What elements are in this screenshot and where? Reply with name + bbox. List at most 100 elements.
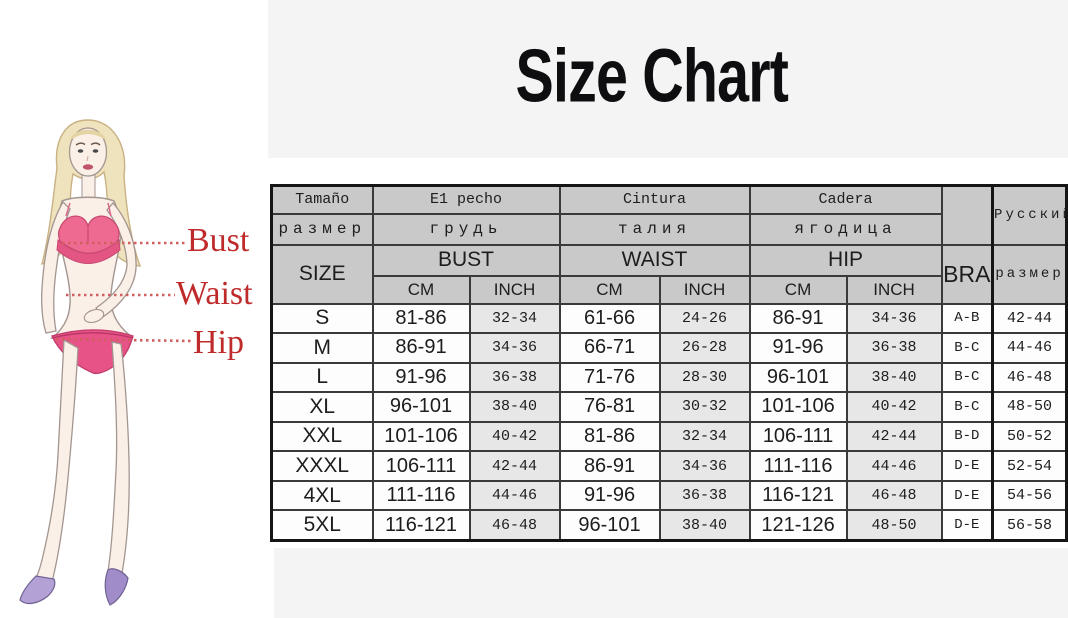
cell-russian-size: 42-44 — [991, 302, 1068, 335]
size-table: Tamaño E1 pecho Cintura Cadera Русский р… — [270, 184, 1068, 542]
cell-size: XL — [270, 391, 374, 423]
cell-bust-inch: 38-40 — [468, 391, 561, 423]
table-row: 4XL 111-116 44-46 91-96 36-38 116-121 46… — [270, 479, 1068, 512]
header-russkiy: Русский — [991, 184, 1068, 246]
cell-hip-cm: 91-96 — [748, 332, 848, 364]
table-row: M 86-91 34-36 66-71 26-28 91-96 36-38 B-… — [270, 332, 1068, 364]
cell-bra: D-E — [940, 509, 994, 542]
header-cadera: Cadera — [748, 184, 943, 215]
table-row: L 91-96 36-38 71-76 28-30 96-101 38-40 B… — [270, 361, 1068, 394]
cell-waist-inch: 26-28 — [658, 332, 751, 364]
table-row: XXXL 106-111 42-44 86-91 34-36 111-116 4… — [270, 450, 1068, 482]
cell-bust-cm: 96-101 — [371, 391, 471, 423]
bikini-top-band — [56, 238, 121, 264]
header-waist-inch: INCH — [658, 274, 751, 305]
cell-size: XXL — [270, 420, 374, 453]
cell-bust-inch: 34-36 — [468, 332, 561, 364]
cell-waist-cm: 81-86 — [558, 420, 661, 453]
cell-hip-cm: 111-116 — [748, 450, 848, 482]
header-grud: грудь — [371, 212, 561, 246]
table-row: XXL 101-106 40-42 81-86 32-34 106-111 42… — [270, 420, 1068, 453]
cell-bra: B-C — [940, 391, 994, 423]
cell-hip-cm: 101-106 — [748, 391, 848, 423]
cell-waist-cm: 76-81 — [558, 391, 661, 423]
header-razmer-ru: размер — [270, 212, 374, 246]
header-hip-inch: INCH — [845, 274, 943, 305]
cell-bust-cm: 111-116 — [371, 479, 471, 512]
hair-fringe — [70, 129, 106, 141]
cell-russian-size: 54-56 — [991, 479, 1068, 512]
cell-bra: B-D — [940, 420, 994, 453]
lips — [82, 164, 94, 170]
nose — [86, 155, 89, 162]
cell-size: S — [270, 302, 374, 335]
table-row: 5XL 116-121 46-48 96-101 38-40 121-126 4… — [270, 509, 1068, 542]
cell-bust-inch: 46-48 — [468, 509, 561, 542]
cell-size: M — [270, 332, 374, 364]
hip-label: Hip — [193, 324, 244, 361]
cell-russian-size: 50-52 — [991, 420, 1068, 453]
cell-hip-inch: 38-40 — [845, 361, 943, 394]
waist-label: Waist — [176, 275, 253, 312]
cell-waist-inch: 30-32 — [658, 391, 751, 423]
header-razmer-col: размер — [991, 243, 1068, 305]
bottom-band — [274, 548, 1068, 618]
cell-waist-cm: 66-71 — [558, 332, 661, 364]
cell-waist-cm: 86-91 — [558, 450, 661, 482]
header-cintura: Cintura — [558, 184, 751, 215]
cell-size: 4XL — [270, 479, 374, 512]
bust-label: Bust — [187, 222, 250, 259]
cell-bust-cm: 81-86 — [371, 302, 471, 335]
left-eye — [77, 149, 84, 153]
cell-hip-cm: 106-111 — [748, 420, 848, 453]
header-waist: WAIST — [558, 243, 751, 277]
header-taliya: талия — [558, 212, 751, 246]
right-leg — [35, 338, 79, 583]
table-row: S 81-86 32-34 61-66 24-26 86-91 34-36 A-… — [270, 302, 1068, 335]
cell-bust-inch: 40-42 — [468, 420, 561, 453]
cell-waist-inch: 24-26 — [658, 302, 751, 335]
left-eyebrow — [75, 142, 86, 146]
cell-bust-inch: 42-44 — [468, 450, 561, 482]
cell-hip-inch: 46-48 — [845, 479, 943, 512]
left-shoe — [104, 568, 129, 606]
header-size: SIZE — [270, 243, 374, 305]
cell-bust-cm: 106-111 — [371, 450, 471, 482]
header-yagoditsa: ягодица — [748, 212, 943, 246]
cell-hip-inch: 42-44 — [845, 420, 943, 453]
cell-hip-inch: 36-38 — [845, 332, 943, 364]
header-bust-inch: INCH — [468, 274, 561, 305]
panty-waistband — [51, 332, 134, 339]
hand — [83, 308, 105, 324]
cell-waist-inch: 34-36 — [658, 450, 751, 482]
cell-bust-cm: 116-121 — [371, 509, 471, 542]
left-leg — [107, 341, 130, 574]
cell-waist-inch: 28-30 — [658, 361, 751, 394]
right-eye — [92, 149, 99, 153]
cell-size: 5XL — [270, 509, 374, 542]
cell-bra: D-E — [940, 450, 994, 482]
cell-waist-cm: 91-96 — [558, 479, 661, 512]
cell-russian-size: 46-48 — [991, 361, 1068, 394]
title-band: Size Chart — [268, 0, 1068, 158]
header-waist-cm: CM — [558, 274, 661, 305]
cell-russian-size: 44-46 — [991, 332, 1068, 364]
cell-bra: B-C — [940, 361, 994, 394]
header-hip-cm: CM — [748, 274, 848, 305]
cell-waist-inch: 32-34 — [658, 420, 751, 453]
cell-waist-inch: 38-40 — [658, 509, 751, 542]
bra-straps — [65, 202, 112, 217]
page-title: Size Chart — [515, 33, 788, 118]
cell-waist-cm: 61-66 — [558, 302, 661, 335]
cell-hip-cm: 96-101 — [748, 361, 848, 394]
right-eyebrow — [90, 142, 101, 146]
cell-bust-cm: 91-96 — [371, 361, 471, 394]
cell-russian-size: 48-50 — [991, 391, 1068, 423]
cell-bust-cm: 86-91 — [371, 332, 471, 364]
table-row: XL 96-101 38-40 76-81 30-32 101-106 40-4… — [270, 391, 1068, 423]
hip-dotted-line — [55, 337, 193, 343]
cell-size: L — [270, 361, 374, 394]
header-tamano: Tamaño — [270, 184, 374, 215]
cell-hip-cm: 86-91 — [748, 302, 848, 335]
